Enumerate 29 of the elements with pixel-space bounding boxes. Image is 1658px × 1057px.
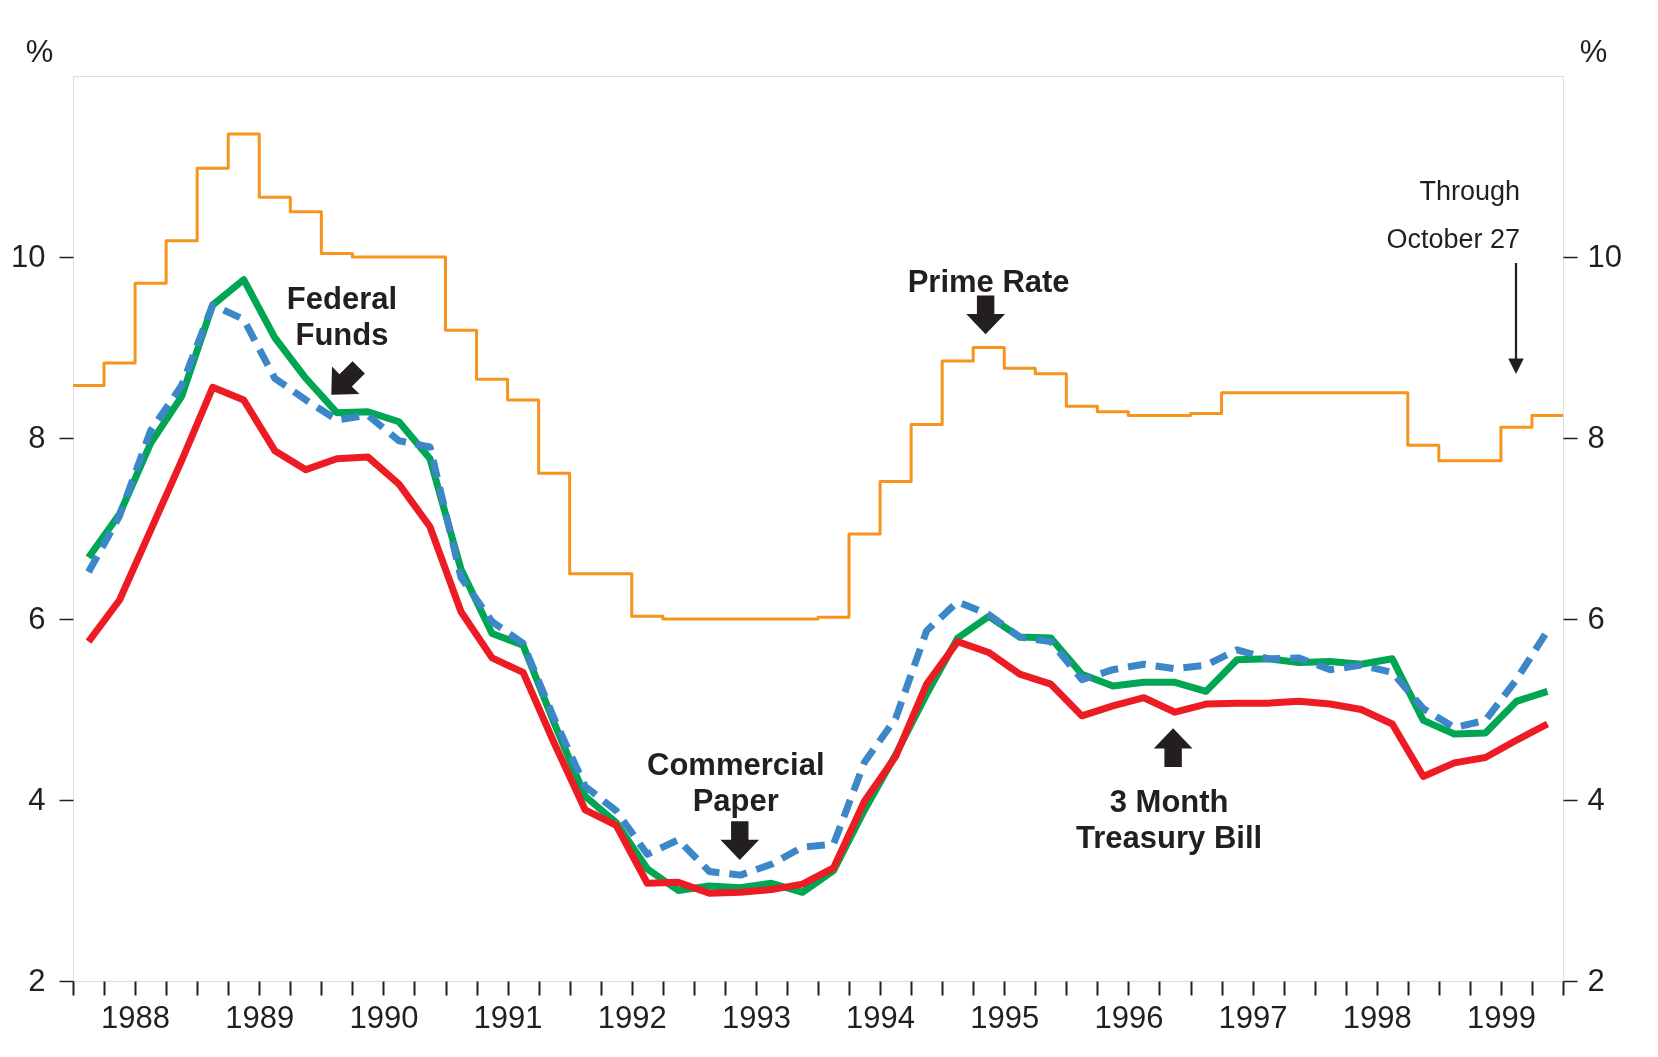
y-tick-label: 2 xyxy=(28,962,46,998)
x-tick-label: 1999 xyxy=(1466,999,1536,1035)
annotation: Through October 27 xyxy=(1386,176,1520,254)
y2-tick-label: 4 xyxy=(1587,781,1605,817)
annotation: Federal Funds xyxy=(286,281,398,352)
x-tick-label: 1992 xyxy=(597,999,667,1035)
x-tick-label: 1996 xyxy=(1094,999,1164,1035)
x-tick-label: 1998 xyxy=(1342,999,1412,1035)
x-tick-label: 1993 xyxy=(721,999,791,1035)
y2-axis-title: % xyxy=(1579,33,1608,69)
x-tick-label: 1989 xyxy=(225,999,295,1035)
x-tick-label: 1995 xyxy=(970,999,1040,1035)
annotation: 3 Month Treasury Bill xyxy=(1076,783,1263,855)
annotation: Prime Rate xyxy=(907,263,1070,299)
y-tick-label: 4 xyxy=(28,781,46,817)
y-tick-label: 8 xyxy=(28,419,46,455)
y-tick-label: 6 xyxy=(28,600,46,636)
y-axis-title: % xyxy=(25,33,54,69)
y2-tick-label: 10 xyxy=(1587,238,1622,274)
y2-tick-label: 8 xyxy=(1587,419,1605,455)
y2-tick-label: 6 xyxy=(1587,600,1605,636)
x-tick-label: 1988 xyxy=(101,999,171,1035)
x-tick-label: 1997 xyxy=(1218,999,1288,1035)
annotation: Commercial Paper xyxy=(647,746,825,818)
y-tick-label: 10 xyxy=(11,238,46,274)
x-tick-label: 1990 xyxy=(349,999,419,1035)
x-tick-label: 1991 xyxy=(473,999,543,1035)
y2-tick-label: 2 xyxy=(1587,962,1605,998)
x-tick-label: 1994 xyxy=(846,999,916,1035)
